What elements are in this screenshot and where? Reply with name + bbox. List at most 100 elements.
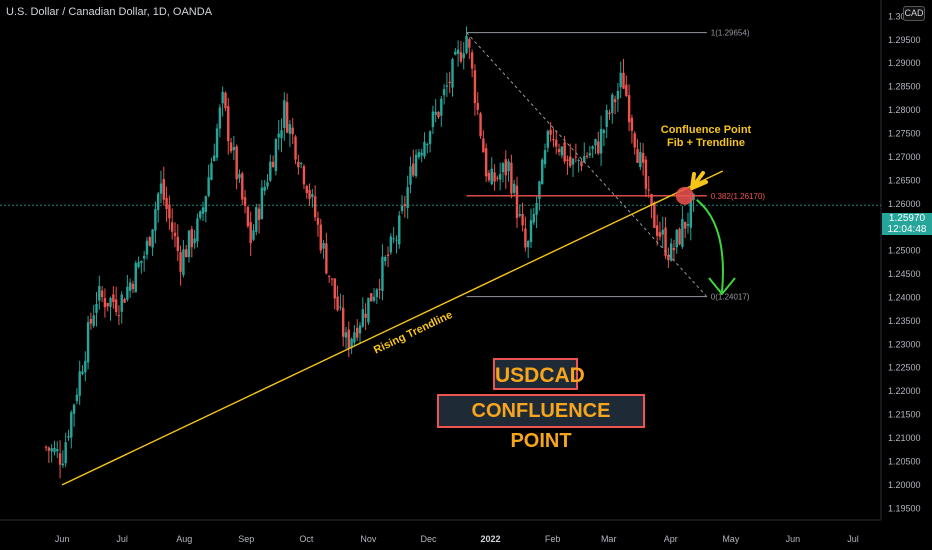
y-tick-label: 1.29500 bbox=[888, 35, 921, 45]
candle-body bbox=[201, 207, 205, 214]
y-tick-label: 1.28000 bbox=[888, 105, 921, 115]
candle-body bbox=[185, 249, 188, 258]
candle-body bbox=[126, 286, 129, 300]
candle-body bbox=[451, 59, 454, 88]
candle-body bbox=[98, 286, 101, 301]
candle-body bbox=[277, 133, 280, 138]
candle-body bbox=[142, 255, 146, 259]
x-axis: Jun Jul Aug Sep Oct Nov Dec 2022 Feb Mar Apr May Jun… bbox=[55, 534, 859, 544]
candle-body bbox=[344, 332, 348, 338]
candle-body bbox=[479, 113, 482, 137]
candle-body bbox=[204, 196, 208, 212]
candle-body bbox=[417, 152, 421, 158]
y-tick-label: 1.21000 bbox=[888, 433, 921, 443]
candle-body bbox=[493, 172, 496, 182]
candle-body bbox=[546, 130, 550, 148]
candle-body bbox=[655, 225, 659, 236]
candle-body bbox=[549, 129, 552, 135]
candle-body bbox=[302, 166, 306, 185]
currency-badge[interactable]: CAD bbox=[903, 6, 925, 21]
candle-body bbox=[381, 256, 384, 291]
current-price-value: 1.25970 bbox=[888, 213, 926, 224]
candle-body bbox=[465, 35, 468, 53]
symbol-title: U.S. Dollar / Canadian Dollar, 1D, OANDA bbox=[6, 6, 213, 18]
candle-body bbox=[89, 318, 93, 324]
candle-body bbox=[50, 448, 53, 452]
candle-body bbox=[140, 260, 143, 264]
candle-body bbox=[672, 248, 676, 251]
candle-body bbox=[611, 94, 614, 114]
candle-body bbox=[53, 447, 56, 453]
candle-body bbox=[473, 70, 477, 104]
candle-body bbox=[364, 313, 367, 318]
x-tick-label: Sep bbox=[238, 534, 254, 544]
candle-body bbox=[569, 156, 572, 167]
candle-body bbox=[448, 81, 451, 84]
x-tick-label: Apr bbox=[664, 534, 678, 544]
candle-body bbox=[462, 53, 465, 59]
candle-body bbox=[64, 442, 67, 464]
candle-body bbox=[311, 193, 314, 198]
candle-body bbox=[336, 296, 339, 311]
candle-body bbox=[507, 161, 510, 172]
candles-layer bbox=[44, 26, 695, 479]
candle-body bbox=[165, 197, 168, 210]
candle-body bbox=[297, 161, 300, 168]
candle-body bbox=[145, 240, 149, 255]
candle-body bbox=[159, 183, 163, 194]
candle-body bbox=[406, 187, 409, 209]
candle-body bbox=[356, 327, 359, 338]
candle-body bbox=[137, 262, 140, 267]
candle-body bbox=[170, 222, 174, 232]
candle-body bbox=[47, 447, 51, 451]
candle-body bbox=[274, 139, 278, 172]
candle-body bbox=[92, 315, 95, 327]
candle-body bbox=[409, 166, 412, 185]
candle-body bbox=[232, 147, 236, 151]
x-tick-label: Dec bbox=[420, 534, 437, 544]
candle-body bbox=[196, 218, 199, 242]
candle-body bbox=[308, 189, 311, 199]
candle-body bbox=[510, 162, 513, 194]
candle-body bbox=[367, 297, 370, 323]
candle-body bbox=[252, 230, 255, 240]
candle-body bbox=[316, 218, 320, 225]
current-price-tag: 1.25970 12:04:48 bbox=[882, 213, 932, 235]
candle-body bbox=[386, 254, 390, 257]
candle-body bbox=[271, 161, 275, 168]
candle-body bbox=[538, 181, 541, 199]
candle-body bbox=[224, 92, 227, 109]
candle-body bbox=[84, 360, 87, 373]
confluence-pointer-arrow bbox=[690, 171, 708, 190]
candle-body bbox=[319, 224, 322, 251]
candle-body bbox=[644, 159, 648, 189]
candle-body bbox=[56, 449, 59, 452]
y-tick-label: 1.21500 bbox=[888, 410, 921, 420]
candle-body bbox=[521, 213, 524, 226]
candle-body bbox=[330, 278, 334, 280]
y-tick-label: 1.23500 bbox=[888, 316, 921, 326]
candle-body bbox=[243, 197, 247, 206]
y-tick-label: 1.24500 bbox=[888, 269, 921, 279]
candle-body bbox=[134, 263, 137, 293]
candle-body bbox=[591, 146, 594, 150]
candle-body bbox=[622, 72, 625, 89]
candle-body bbox=[597, 141, 600, 154]
candle-body bbox=[347, 329, 350, 349]
candle-body bbox=[470, 52, 474, 69]
candle-body bbox=[246, 207, 250, 227]
candle-body bbox=[400, 205, 404, 211]
candle-body bbox=[182, 249, 185, 276]
y-tick-label: 1.20500 bbox=[888, 456, 921, 466]
trendline-label: Rising Trendline bbox=[372, 309, 454, 357]
candle-body bbox=[571, 158, 575, 165]
candle-body bbox=[339, 306, 342, 308]
candle-body bbox=[78, 371, 81, 396]
candle-body bbox=[235, 146, 238, 180]
candle-body bbox=[162, 179, 165, 200]
y-tick-label: 1.26000 bbox=[888, 199, 921, 209]
candle-body bbox=[229, 142, 233, 152]
candle-body bbox=[44, 446, 48, 448]
candle-body bbox=[431, 111, 435, 128]
